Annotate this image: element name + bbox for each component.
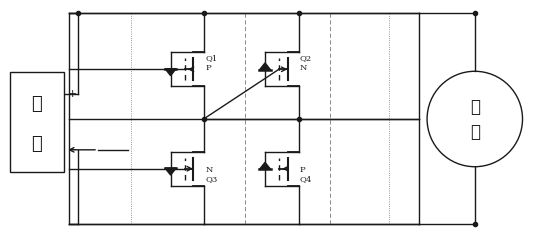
Text: Q2: Q2 xyxy=(300,54,312,62)
Text: 电: 电 xyxy=(31,95,42,113)
Text: N: N xyxy=(205,166,213,174)
Text: 负: 负 xyxy=(470,98,480,116)
Text: Q3: Q3 xyxy=(205,176,218,184)
Text: 载: 载 xyxy=(470,123,480,141)
Text: −: − xyxy=(68,145,78,155)
Text: 源: 源 xyxy=(31,135,42,153)
Bar xyxy=(10,72,64,172)
Text: +: + xyxy=(68,89,78,99)
Polygon shape xyxy=(260,63,270,70)
Text: P: P xyxy=(205,64,211,72)
Polygon shape xyxy=(165,168,176,175)
Polygon shape xyxy=(165,69,176,76)
Text: Q4: Q4 xyxy=(300,176,312,184)
Text: Q1: Q1 xyxy=(205,54,218,62)
Text: P: P xyxy=(300,166,306,174)
Polygon shape xyxy=(260,162,270,169)
Text: N: N xyxy=(300,64,307,72)
